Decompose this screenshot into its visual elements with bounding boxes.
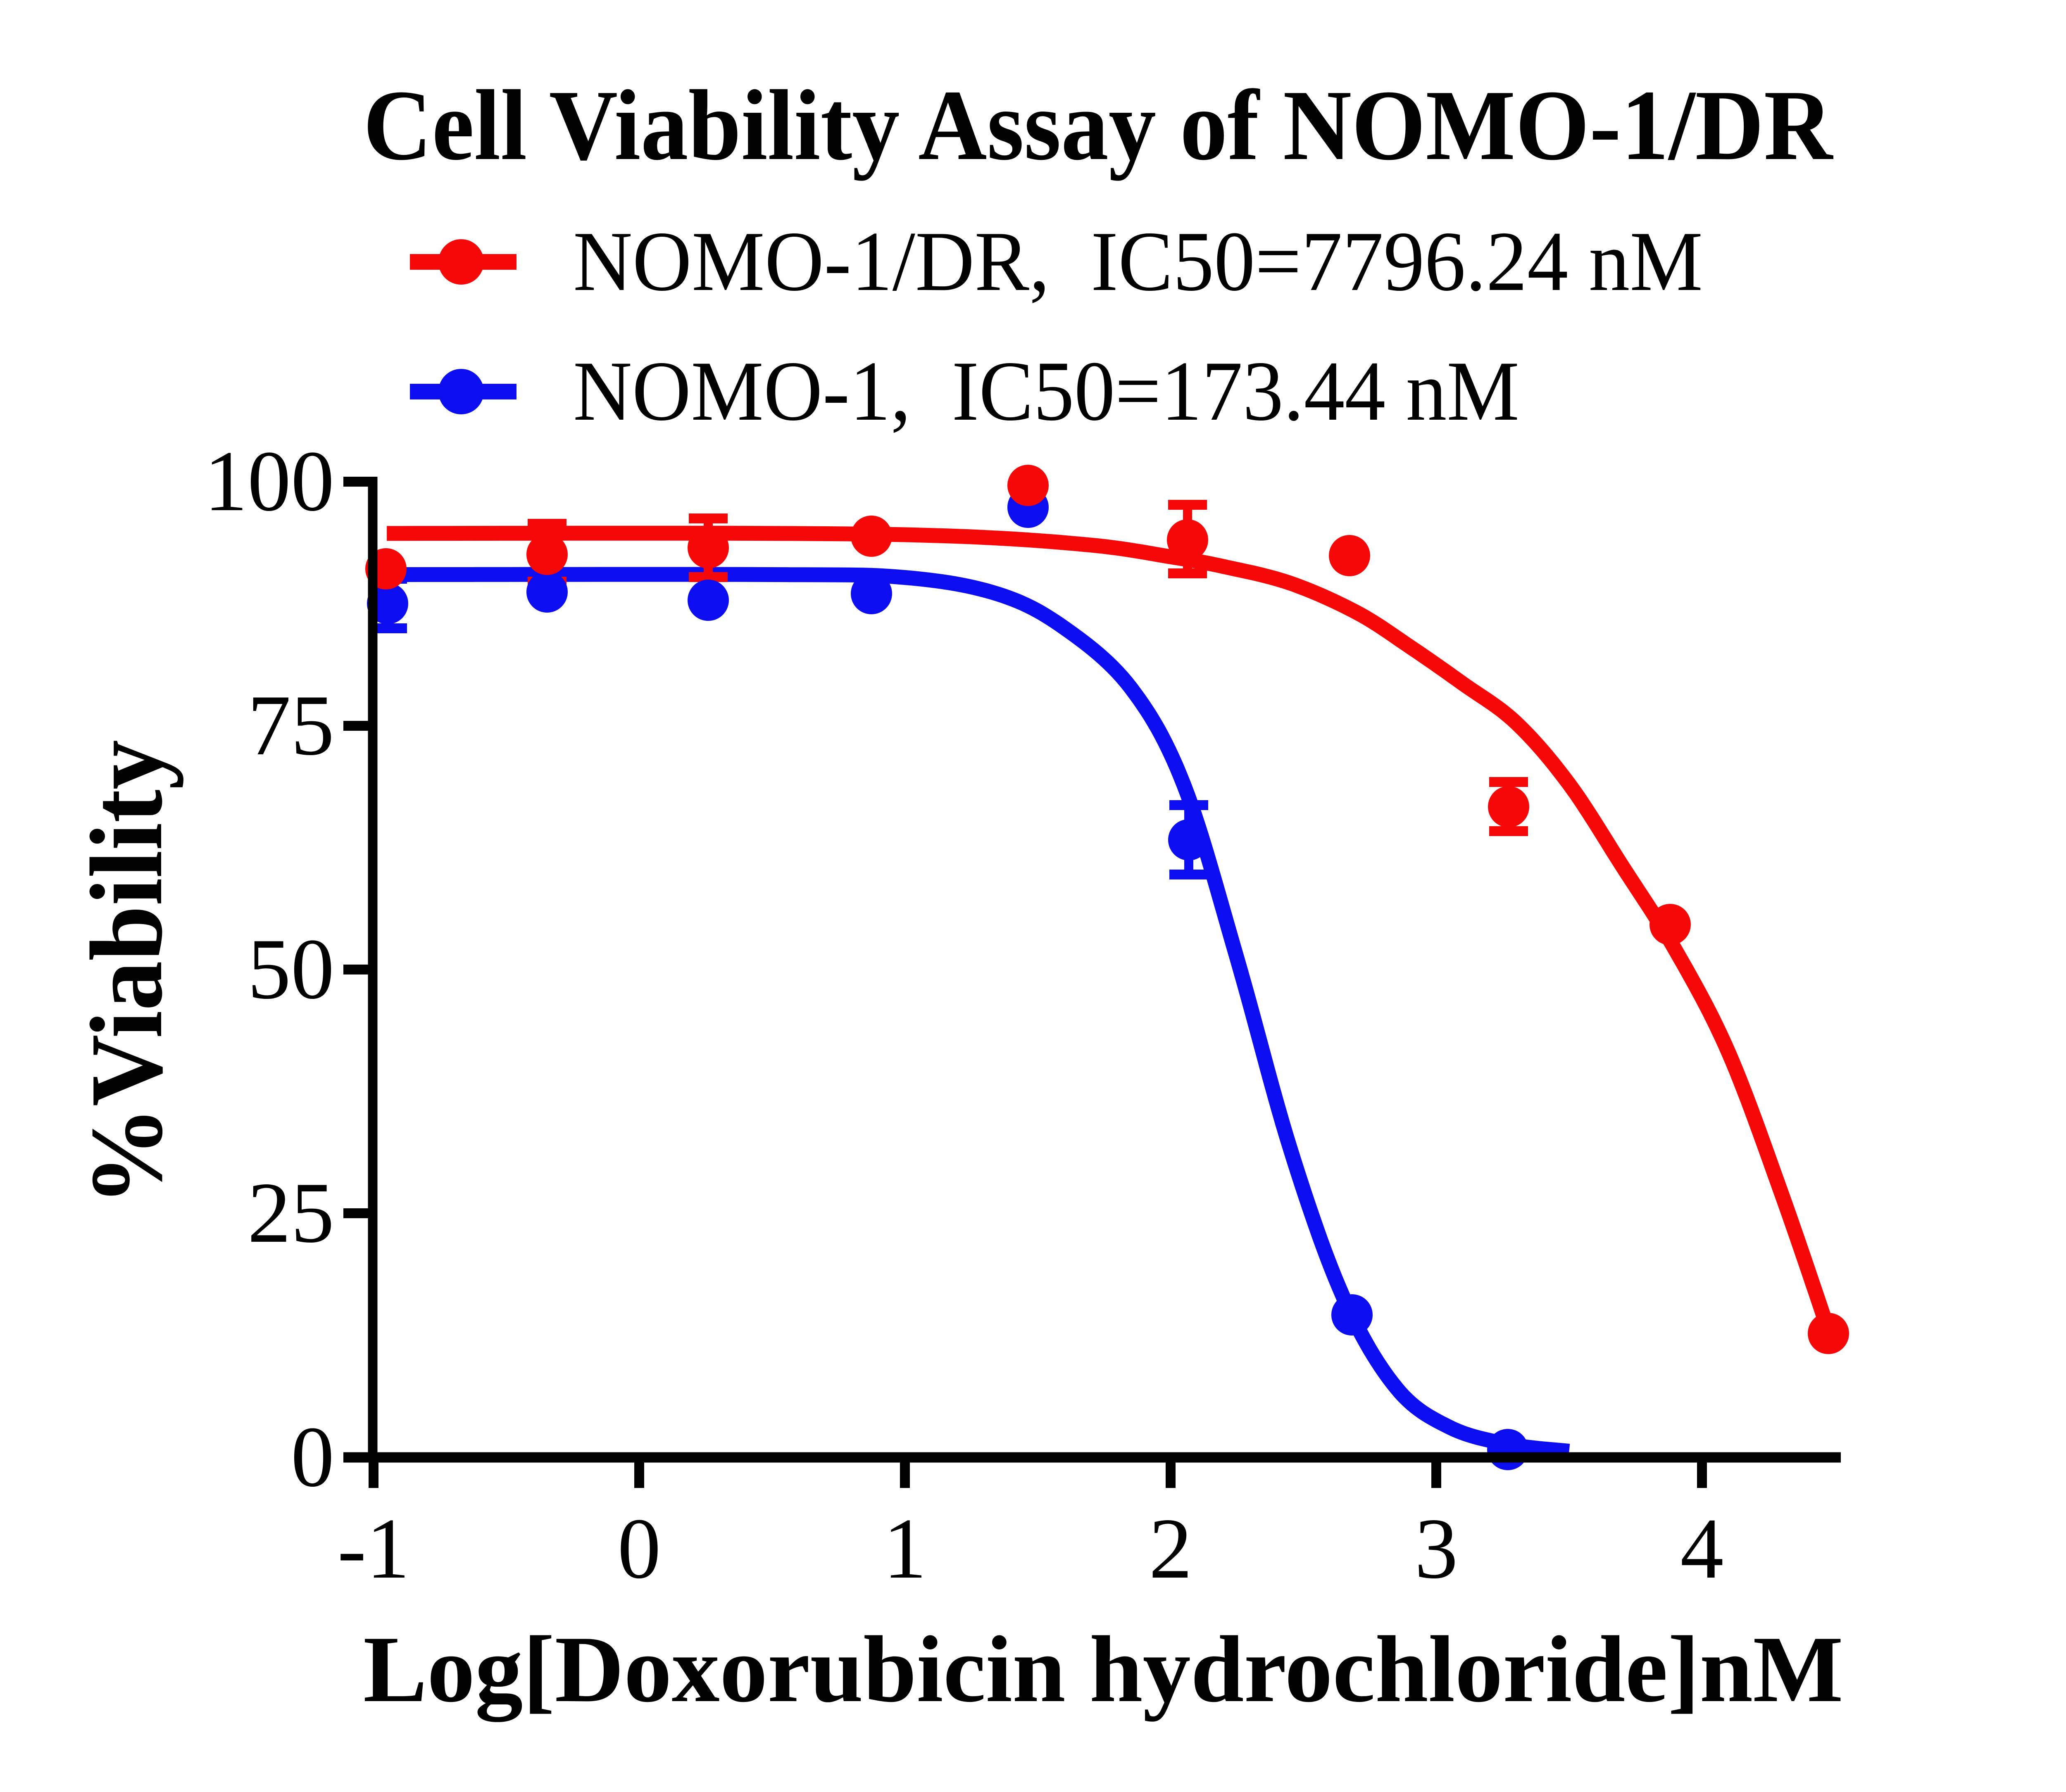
svg-text:50: 50 xyxy=(248,921,334,1017)
svg-text:2: 2 xyxy=(1149,1501,1192,1597)
svg-text:-1: -1 xyxy=(338,1501,410,1597)
svg-text:3: 3 xyxy=(1415,1501,1458,1597)
svg-text:0: 0 xyxy=(618,1501,661,1597)
svg-text:NOMO-1, IC50=173.44 nM: NOMO-1, IC50=173.44 nM xyxy=(573,344,1519,438)
svg-text:NOMO-1/DR, IC50=7796.24 nM: NOMO-1/DR, IC50=7796.24 nM xyxy=(573,214,1703,309)
svg-text:1: 1 xyxy=(883,1501,927,1597)
svg-text:4: 4 xyxy=(1680,1501,1724,1597)
svg-text:0: 0 xyxy=(291,1409,334,1505)
svg-text:75: 75 xyxy=(248,677,334,773)
svg-text:%Viability: %Viability xyxy=(69,740,184,1206)
svg-text:Log[Doxorubicin hydrochloride]: Log[Doxorubicin hydrochloride]nM xyxy=(363,1616,1843,1722)
svg-text:Cell Viability Assay of NOMO-1: Cell Viability Assay of NOMO-1/DR xyxy=(363,69,1834,181)
svg-text:25: 25 xyxy=(248,1165,334,1261)
svg-text:100: 100 xyxy=(204,433,334,529)
